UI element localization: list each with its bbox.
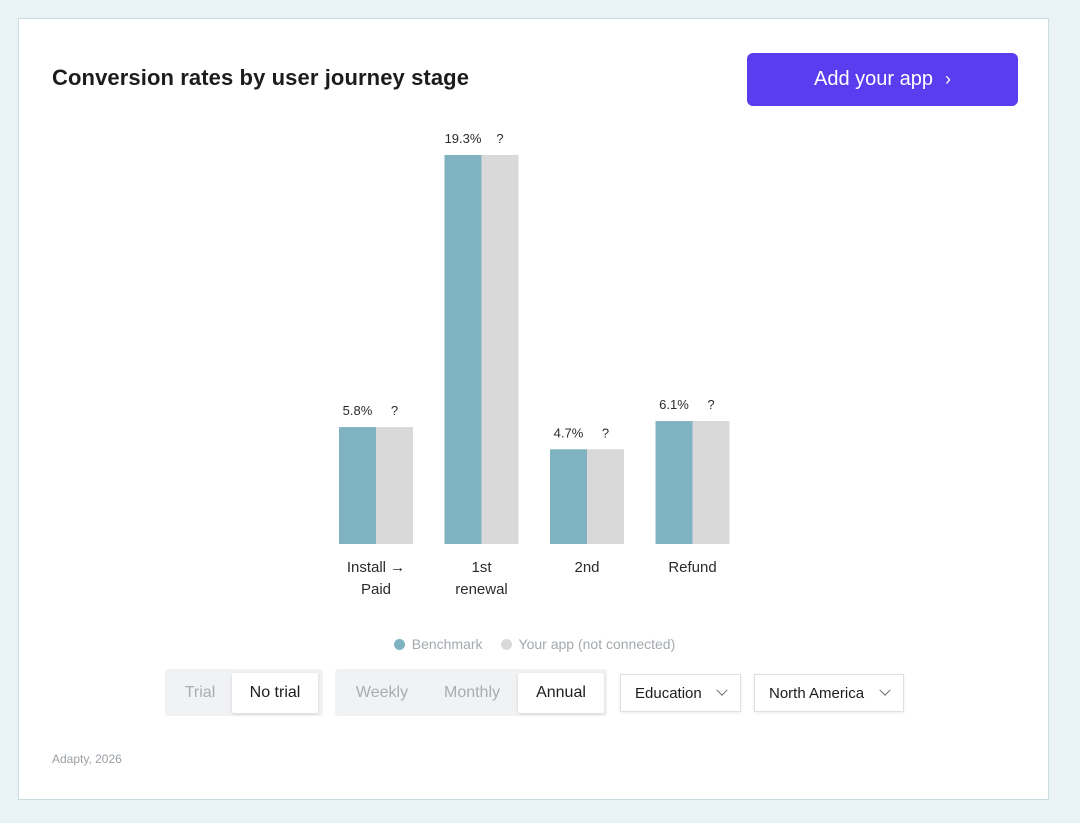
category-label: 1st renewal (455, 559, 508, 598)
category-dropdown[interactable]: Education (620, 674, 741, 712)
period-toggle: Weekly Monthly Annual (335, 669, 607, 716)
weekly-option[interactable]: Weekly (355, 683, 409, 701)
bar-benchmark (655, 421, 693, 544)
footer-credit: Adapty, 2026 (52, 752, 122, 766)
chevron-down-icon (716, 684, 728, 696)
trial-toggle: Trial No trial (165, 669, 323, 716)
category-label: Refund (668, 559, 716, 576)
bar-benchmark (444, 155, 482, 544)
monthly-option[interactable]: Monthly (443, 683, 501, 701)
bar-benchmark (550, 449, 587, 544)
bar-chart: 5.8% ? Install → Paid 19.3% ? 1st renewal 4.7% ? 2… (339, 131, 730, 598)
legend-benchmark-label: Benchmark (411, 636, 483, 652)
chevron-right-icon: › (944, 69, 951, 89)
chart-title: Conversion rates by user journey stage (52, 65, 470, 90)
chevron-down-icon (879, 684, 891, 696)
category-label: 2nd (574, 559, 599, 576)
data-label-your-app: ? (707, 397, 714, 412)
data-label-benchmark: 19.3% (445, 131, 482, 146)
data-label-benchmark: 5.8% (343, 403, 373, 418)
chart-card: Conversion rates by user journey stage A… (18, 18, 1049, 800)
chart-legend: Benchmark Your app (not connected) (19, 636, 1050, 652)
annual-option[interactable]: Annual (518, 672, 604, 713)
bar-your-app (692, 421, 730, 544)
legend-your-app-label: Your app (not connected) (518, 636, 676, 652)
bar-your-app (587, 449, 624, 544)
add-your-app-label: Add your app (814, 68, 933, 90)
category-dropdown-value: Education (635, 684, 702, 702)
no-trial-option[interactable]: No trial (232, 672, 318, 713)
region-dropdown[interactable]: North America (754, 674, 904, 712)
data-label-benchmark: 6.1% (659, 397, 689, 412)
data-label-your-app: ? (391, 403, 398, 418)
add-your-app-button[interactable]: Add your app › (747, 53, 1018, 106)
region-dropdown-value: North America (769, 684, 865, 702)
data-label-your-app: ? (602, 425, 609, 440)
your-app-dot-icon (500, 638, 512, 650)
data-label-your-app: ? (496, 131, 503, 146)
data-label-benchmark: 4.7% (554, 425, 584, 440)
category-label: Install → Paid (347, 559, 405, 598)
trial-option[interactable]: Trial (184, 683, 216, 701)
benchmark-dot-icon (393, 638, 405, 650)
bar-your-app (481, 155, 519, 544)
legend-item-your-app: Your app (not connected) (500, 636, 676, 652)
bar-your-app (376, 427, 413, 544)
legend-item-benchmark: Benchmark (393, 636, 483, 652)
bar-benchmark (339, 427, 376, 544)
